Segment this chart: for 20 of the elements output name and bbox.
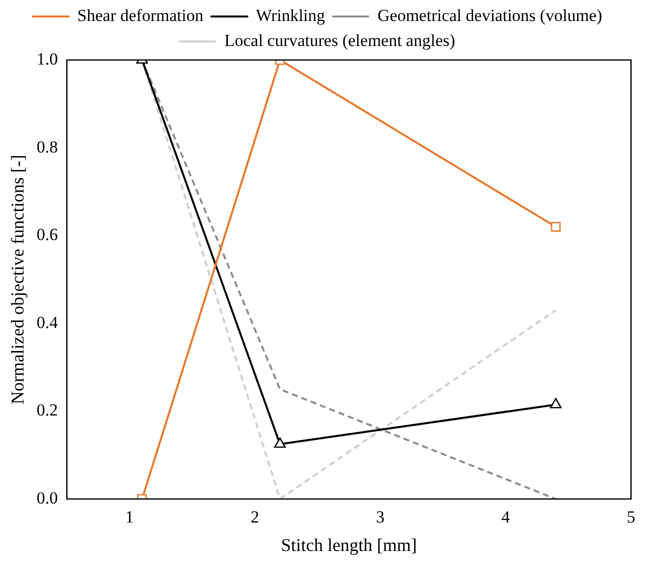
y-tick-label: 0.2 bbox=[36, 400, 58, 420]
legend-label: Shear deformation bbox=[77, 6, 204, 25]
x-tick-label: 3 bbox=[376, 508, 385, 527]
x-tick-label: 5 bbox=[626, 508, 636, 527]
x-axis-title: Stitch length [mm] bbox=[280, 534, 417, 555]
legend-label: Geometrical deviations (volume) bbox=[378, 6, 602, 25]
y-tick-label: 1.0 bbox=[36, 49, 58, 68]
y-axis-title: Normalized objective functions [-] bbox=[8, 154, 28, 404]
y-tick-label: 0.6 bbox=[36, 225, 58, 244]
legend-label: Local curvatures (element angles) bbox=[224, 30, 456, 50]
x-tick-label: 1 bbox=[125, 508, 134, 527]
y-tick-label: 0.8 bbox=[36, 137, 58, 156]
x-tick-label: 4 bbox=[501, 508, 510, 527]
legend-label: Wrinkling bbox=[256, 6, 326, 25]
point bbox=[550, 398, 562, 408]
x-tick-label: 2 bbox=[250, 508, 260, 527]
y-tick-label: 0.4 bbox=[36, 312, 58, 332]
point bbox=[274, 437, 286, 448]
point bbox=[550, 222, 561, 232]
y-tick-label: 0.0 bbox=[36, 488, 58, 508]
